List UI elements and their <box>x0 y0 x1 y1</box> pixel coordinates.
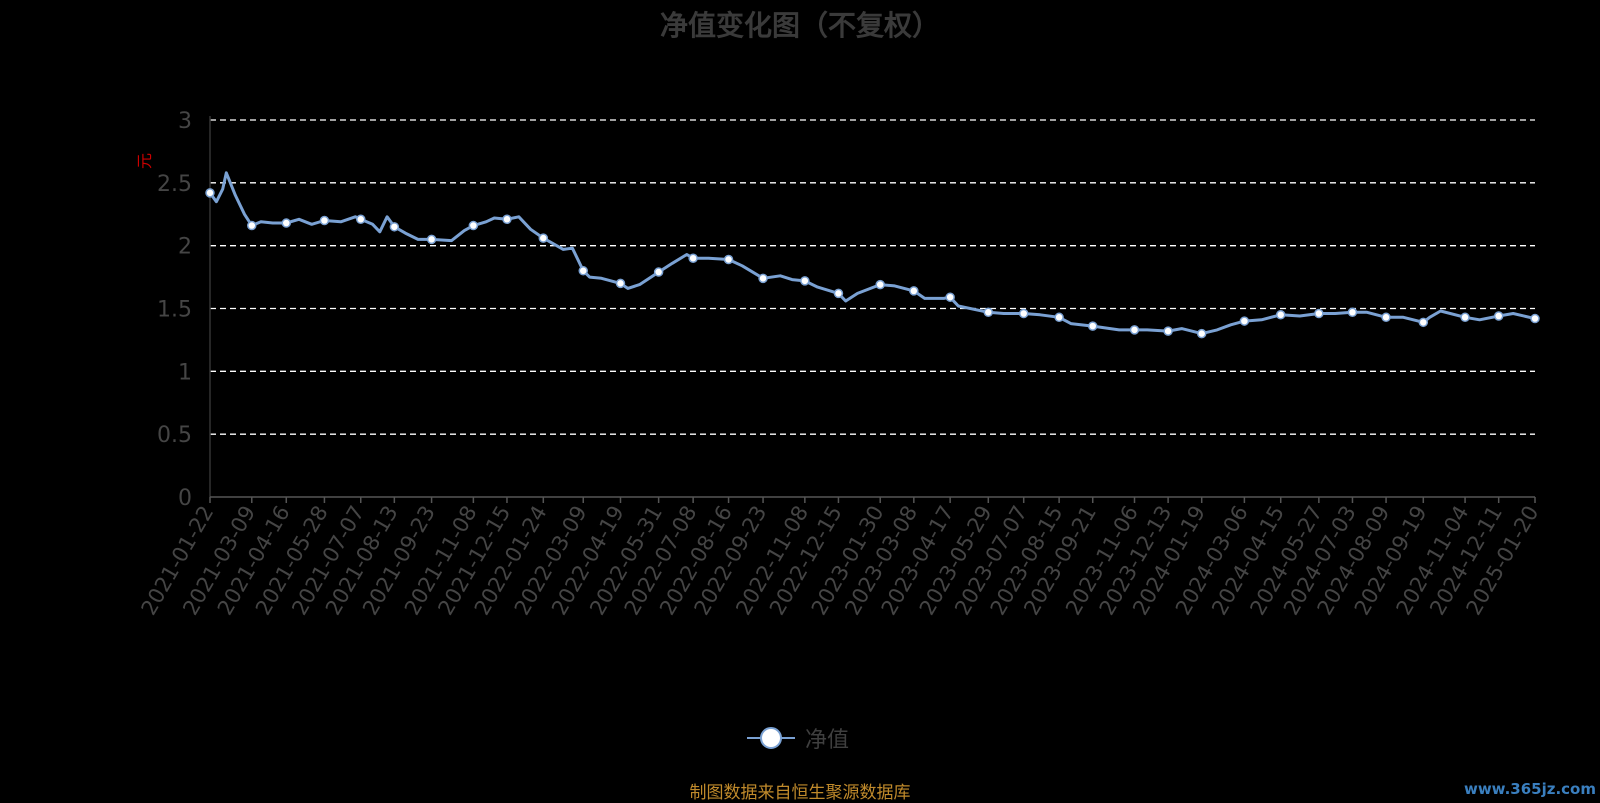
source-note: 制图数据来自恒生聚源数据库 <box>689 783 911 803</box>
data-point-marker <box>1054 312 1064 323</box>
data-point-marker <box>356 214 366 225</box>
y-tick-label: 2.5 <box>157 172 192 197</box>
legend[interactable]: 净值 <box>747 722 849 754</box>
y-tick-labels: 0 0.5 1 1.5 2 2.5 3 <box>157 109 192 511</box>
data-point-marker <box>800 276 810 286</box>
data-point-marker <box>319 215 330 226</box>
grid-lines <box>210 119 1535 435</box>
data-point-marker <box>389 222 400 232</box>
y-unit-label: 元 <box>135 153 154 169</box>
data-point-marker <box>1381 312 1391 323</box>
data-point-marker <box>1347 307 1358 318</box>
axes <box>209 116 1536 503</box>
y-tick-label: 0 <box>178 486 192 511</box>
data-point-marker <box>502 214 512 225</box>
data-point-marker <box>723 254 734 265</box>
data-point-marker <box>983 307 994 318</box>
data-point-marker <box>833 288 844 299</box>
data-point-marker <box>1087 321 1098 331</box>
data-point-marker <box>1493 311 1504 321</box>
data-point-marker <box>1275 310 1286 320</box>
x-tick-labels: 2021-01-222021-03-092021-04-162021-05-28… <box>137 501 1544 619</box>
data-point-marker <box>426 234 437 245</box>
y-tick-label: 1.5 <box>157 298 192 323</box>
data-point-marker <box>578 266 589 276</box>
data-point-marker <box>1163 326 1173 336</box>
series-line-nav <box>208 171 1536 336</box>
data-point-marker <box>1018 308 1029 319</box>
data-point-marker <box>875 279 885 290</box>
data-point-marker <box>468 220 479 231</box>
data-point-marker <box>247 220 257 231</box>
data-point-marker <box>1460 312 1470 323</box>
data-point-marker <box>205 188 215 198</box>
data-point-marker <box>1530 313 1540 324</box>
watermark: www.365jz.com <box>1463 780 1596 798</box>
data-point-marker <box>653 267 664 277</box>
data-point-marker <box>1314 308 1324 319</box>
chart-title: 净值变化图（不复权） <box>659 9 940 42</box>
data-point-marker <box>615 278 626 289</box>
data-point-marker <box>281 218 292 228</box>
y-tick-label: 0.5 <box>157 423 192 448</box>
y-tick-label: 2 <box>178 235 192 260</box>
data-point-marker <box>909 286 919 296</box>
legend-label: 净值 <box>805 728 850 753</box>
data-point-marker <box>1129 325 1140 335</box>
data-point-marker <box>538 233 549 243</box>
legend-marker-icon <box>747 726 795 750</box>
series-markers <box>205 188 1540 339</box>
data-point-marker <box>758 273 768 284</box>
y-tick-label: 1 <box>178 360 192 385</box>
data-point-marker <box>1239 316 1250 326</box>
y-tick-label: 3 <box>178 109 192 134</box>
data-point-marker <box>945 292 955 302</box>
data-point-marker <box>1196 328 1207 339</box>
data-point-marker <box>1418 317 1429 328</box>
data-point-marker <box>688 253 698 263</box>
